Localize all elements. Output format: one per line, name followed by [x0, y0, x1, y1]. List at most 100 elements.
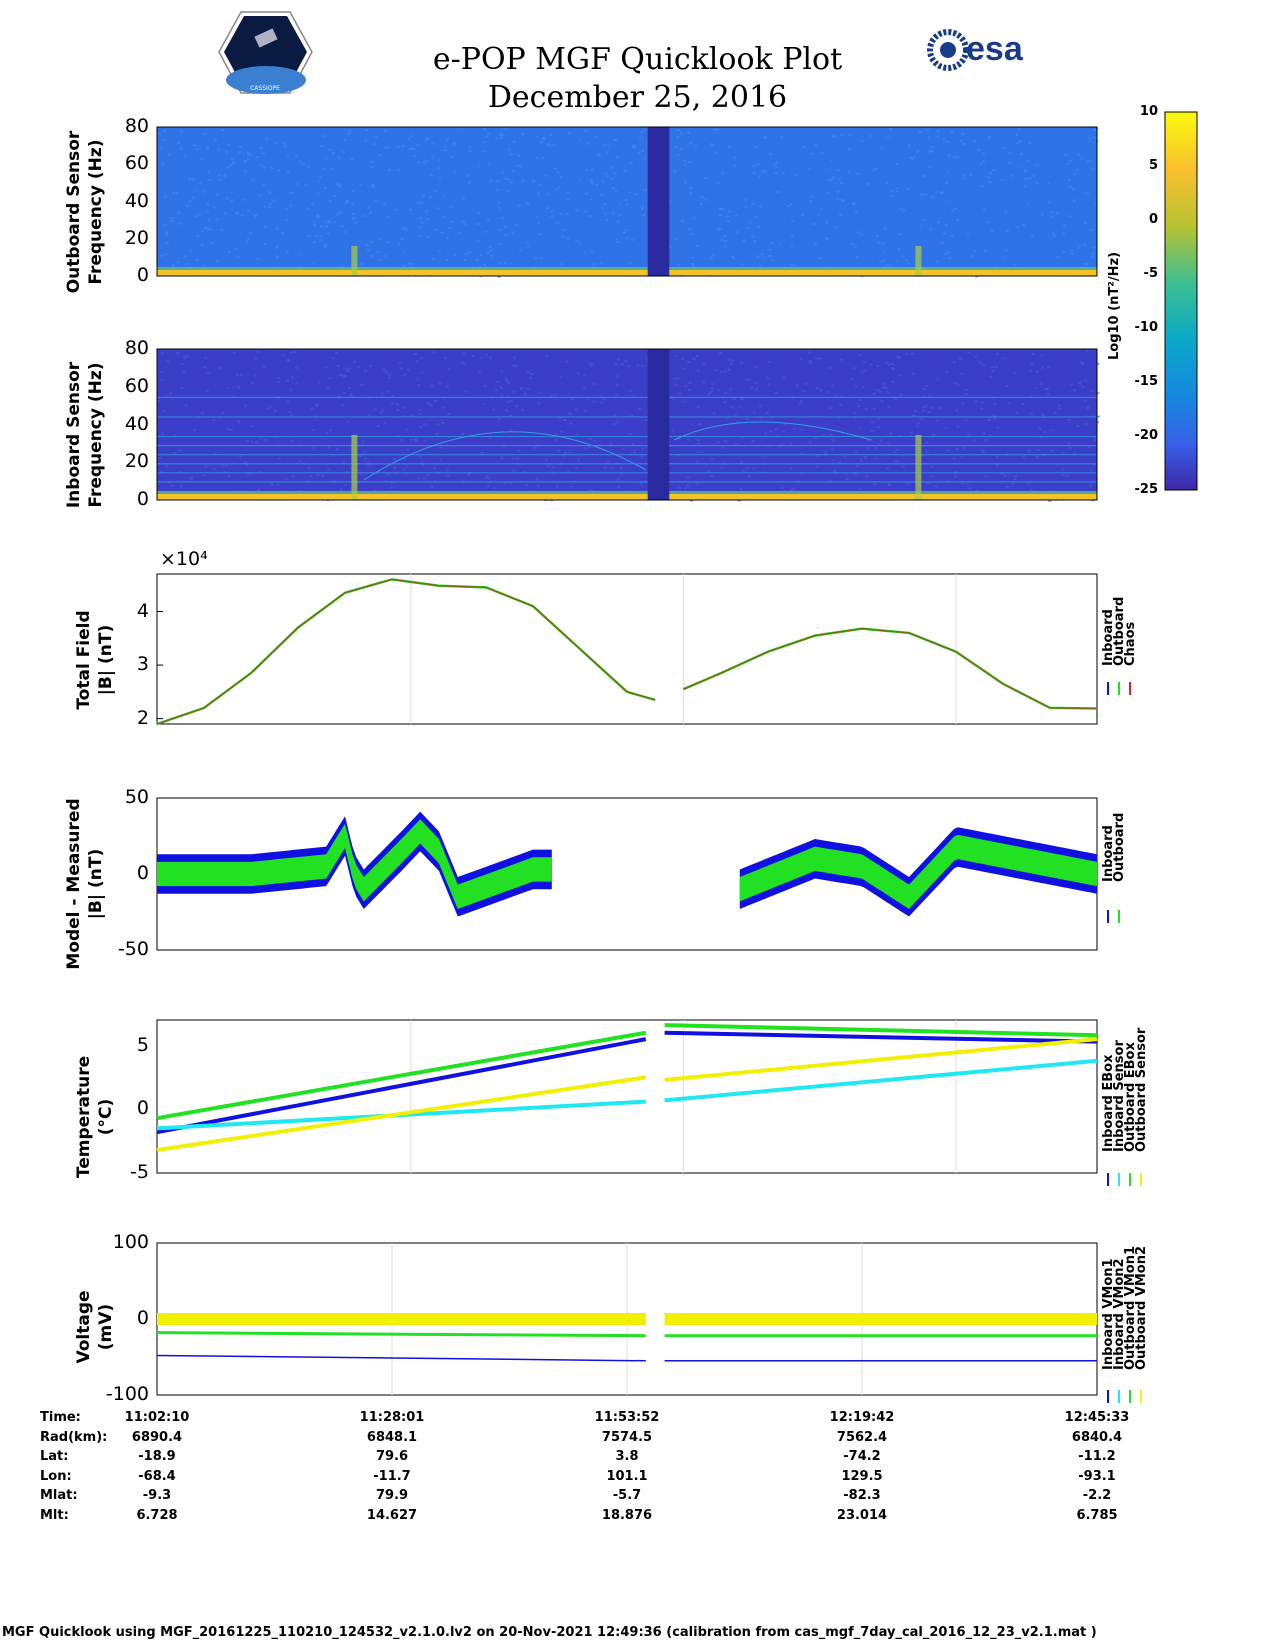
outboard-spectrogram-noise — [895, 190, 898, 192]
inboard-spectrogram-noise — [1079, 382, 1082, 384]
inboard-spectrogram-noise — [295, 383, 298, 385]
inboard-spectrogram-noise — [1073, 389, 1076, 391]
outboard-spectrogram-noise — [508, 178, 511, 180]
ephem-cell: 129.5 — [802, 1469, 922, 1484]
outboard-spectrogram-noise — [567, 199, 570, 201]
outboard-spectrogram-noise — [982, 152, 985, 154]
outboard-spectrogram-noise — [468, 181, 471, 183]
outboard-spectrogram-noise — [989, 172, 992, 174]
outboard-spectrogram-noise — [851, 243, 854, 245]
inboard-spectrogram-noise — [349, 394, 352, 396]
outboard-spectrogram-noise — [562, 229, 565, 231]
outboard-spectrogram-noise — [202, 191, 205, 193]
outboard-spectrogram-noise — [931, 146, 934, 148]
outboard-spectrogram-noise — [594, 136, 597, 138]
outboard-spectrogram-noise — [681, 220, 684, 222]
outboard-spectrogram-noise — [489, 246, 492, 248]
inboard-spectrogram-noise — [400, 367, 403, 369]
inboard-spectrogram-noise — [321, 475, 324, 477]
inboard-spectrogram-noise — [221, 412, 224, 414]
inboard-spectrogram-noise — [290, 414, 293, 416]
model-tick-label: 50 — [105, 786, 149, 808]
outboard-spectrogram-noise — [1091, 168, 1094, 170]
inboard-spectrogram-noise — [939, 407, 942, 409]
inboard-spectrogram-noise — [859, 427, 862, 429]
outboard-spectrogram-noise — [777, 191, 780, 193]
outboard-spectrogram-noise — [319, 235, 322, 237]
ephem-cell: -2.2 — [1037, 1488, 1157, 1503]
inboard-spectrogram-noise — [359, 455, 362, 457]
outboard-spectrogram-noise — [227, 144, 230, 146]
outboard-spectrogram-noise — [199, 182, 202, 184]
outboard-spectrogram-noise — [351, 203, 354, 205]
inboard-spectrogram-noise — [271, 483, 274, 485]
outboard-spectrogram-noise — [217, 149, 220, 151]
inboard-spectrogram-noise — [559, 375, 562, 377]
inboard-spectrogram-noise — [341, 404, 344, 406]
outboard-spectrogram-noise — [744, 199, 747, 201]
inboard-spectrogram-noise — [480, 357, 483, 359]
outboard-spectrogram-noise — [195, 215, 198, 217]
inboard-spectrogram-noise — [423, 477, 426, 479]
inboard-spectrogram-noise — [610, 468, 613, 470]
outboard-spectrogram-noise — [575, 240, 578, 242]
outboard-spectrogram-noise — [1028, 142, 1031, 144]
inboard-spectrogram-noise — [1070, 383, 1073, 385]
inboard-spectrogram-noise — [439, 382, 442, 384]
inboard-spectrogram-noise — [1032, 353, 1035, 355]
outboard-spectrogram-noise — [316, 192, 319, 194]
inboard-spectrogram-noise — [1069, 447, 1072, 449]
inboard-spectrogram-noise — [613, 415, 616, 417]
outboard-spectrogram-noise — [842, 200, 845, 202]
inboard-spectrogram-noise — [485, 354, 488, 356]
inboard-spectrogram-noise — [687, 476, 690, 478]
outboard-spectrogram-noise — [504, 234, 507, 236]
outboard-spectrogram-noise — [328, 220, 331, 222]
inboard-spectrogram-noise — [185, 404, 188, 406]
inboard-spectrogram-noise — [717, 441, 720, 443]
inboard-spectrogram-noise — [414, 353, 417, 355]
outboard-spectrogram-noise — [285, 208, 288, 210]
outboard-spectrogram-noise — [1031, 235, 1034, 237]
outboard-spectrogram-noise — [444, 146, 447, 148]
inboard-spectrogram-noise — [416, 378, 419, 380]
inboard-spectrogram-noise — [764, 432, 767, 434]
inboard-spectrogram-noise — [295, 367, 298, 369]
outboard-spectrogram-noise — [289, 205, 292, 207]
outboard-spectrogram-noise — [606, 151, 609, 153]
inboard-spectrogram-noise — [467, 474, 470, 476]
outboard-spectrogram-noise — [595, 184, 598, 186]
outboard-spectrogram-noise — [590, 199, 593, 201]
outboard-spectrogram-noise — [1056, 212, 1059, 214]
outboard-spectrogram-noise — [827, 179, 830, 181]
outboard-spectrogram-noise — [171, 217, 174, 219]
inboard-spectrogram-noise — [256, 351, 259, 353]
outboard-spectrogram-noise — [1053, 235, 1056, 237]
inboard-spectrogram-noise — [734, 414, 737, 416]
inboard-spectrogram-noise — [988, 419, 991, 421]
inboard-spectrogram-noise — [715, 369, 718, 371]
outboard-spectrogram-noise — [1062, 251, 1065, 253]
outboard-spectrogram-noise — [922, 175, 925, 177]
outboard-spectrogram-noise — [501, 172, 504, 174]
inboard-spectrogram-noise — [930, 475, 933, 477]
inboard-spectrogram-noise — [515, 405, 518, 407]
outboard-spectrogram-noise — [1019, 165, 1022, 167]
inboard-spectrogram-noise — [738, 406, 741, 408]
inboard-spectrogram-noise — [488, 478, 491, 480]
inboard-spectrogram-noise — [916, 425, 919, 427]
outboard-spectrogram-noise — [403, 265, 406, 267]
outboard-spectrogram-noise — [704, 177, 707, 179]
inboard-spectrogram-noise — [166, 360, 169, 362]
inboard-spectrogram-noise — [617, 478, 620, 480]
outboard-spectrogram-noise — [370, 161, 373, 163]
inboard-spectrogram-noise — [396, 409, 399, 411]
outboard-spectrogram-noise — [837, 169, 840, 171]
outboard-spectrogram-noise — [724, 240, 727, 242]
outboard-spectrogram-noise — [419, 217, 422, 219]
inboard-spectrogram-noise — [287, 360, 290, 362]
outboard-spectrogram-noise — [534, 257, 537, 259]
outboard-spectrogram-noise — [956, 156, 959, 158]
inboard-spectrogram-noise — [766, 377, 769, 379]
ephem-cell: 3.8 — [567, 1449, 687, 1464]
